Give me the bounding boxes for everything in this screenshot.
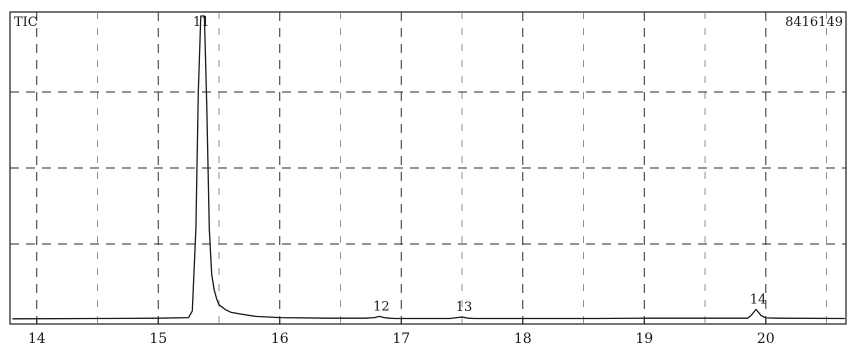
peak-label-14: 14 xyxy=(750,292,767,307)
x-tick-label-19: 19 xyxy=(635,331,653,347)
peak-label-12: 12 xyxy=(373,299,390,314)
x-tick-label-18: 18 xyxy=(514,331,532,347)
series-trace-0 xyxy=(12,15,845,320)
grid xyxy=(10,12,846,324)
peak-label-11: 11 xyxy=(193,15,210,30)
corner-right-label: 8416149 xyxy=(785,15,843,30)
x-tick-label-16: 16 xyxy=(271,331,289,347)
peak-labels: 11 12 13 14 xyxy=(193,15,766,315)
x-axis-ticks: 14 15 16 17 18 19 20 xyxy=(28,319,775,347)
x-tick-label-15: 15 xyxy=(149,331,167,347)
x-tick-label-20: 20 xyxy=(757,331,775,347)
series-group xyxy=(12,15,845,320)
peak-label-13: 13 xyxy=(456,300,473,315)
x-tick-label-17: 17 xyxy=(392,331,410,347)
x-tick-label-14: 14 xyxy=(28,331,46,347)
corner-left-label: TIC xyxy=(14,15,38,30)
